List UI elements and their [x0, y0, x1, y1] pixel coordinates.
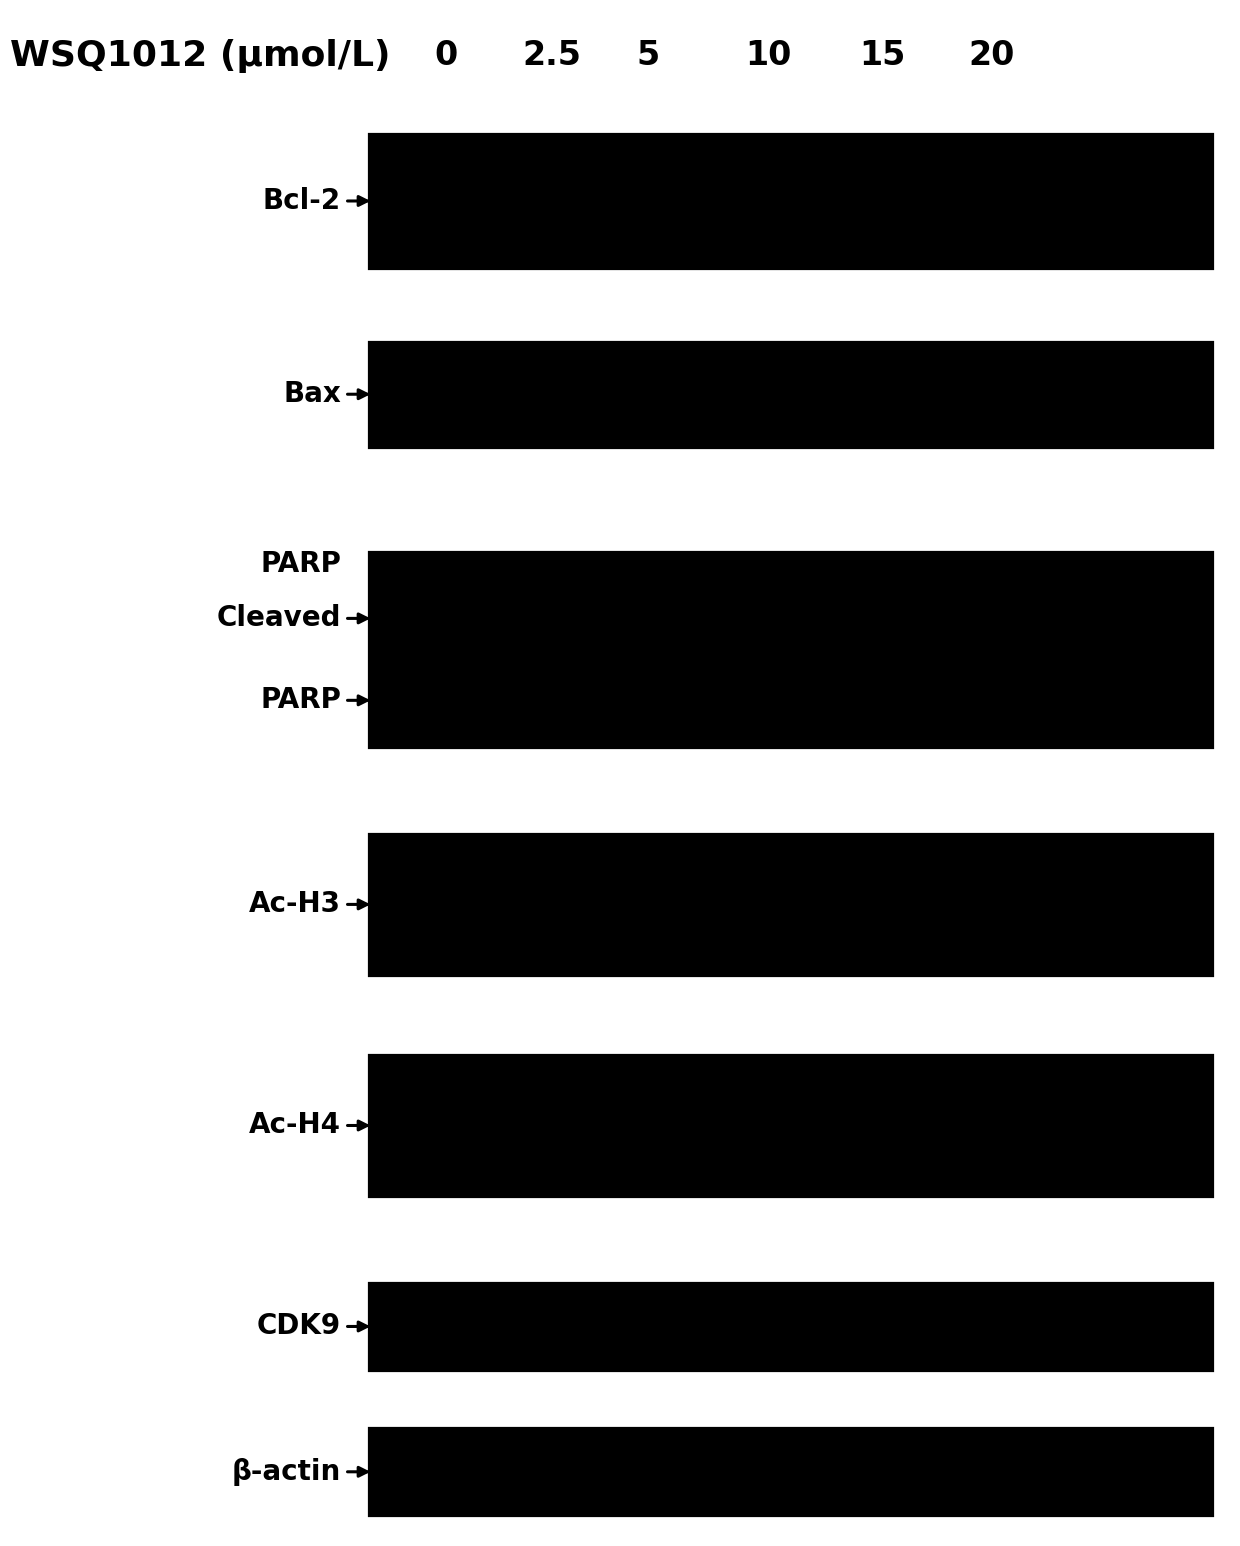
Text: 5: 5 — [637, 39, 660, 73]
Text: PARP: PARP — [260, 686, 341, 714]
Text: Cleaved: Cleaved — [217, 604, 341, 632]
Text: WSQ1012 (μmol/L): WSQ1012 (μmol/L) — [10, 39, 391, 73]
Text: 20: 20 — [968, 39, 1016, 73]
Text: 10: 10 — [745, 39, 792, 73]
Text: Bax: Bax — [283, 380, 341, 408]
Text: β-actin: β-actin — [232, 1458, 341, 1486]
Bar — [366, 339, 1215, 450]
Text: 0: 0 — [435, 39, 458, 73]
Text: PARP: PARP — [260, 550, 341, 578]
Text: Ac-H4: Ac-H4 — [249, 1112, 341, 1139]
Text: Ac-H3: Ac-H3 — [249, 890, 341, 918]
Bar — [366, 1280, 1215, 1373]
Text: 2.5: 2.5 — [522, 39, 582, 73]
Bar — [366, 549, 1215, 750]
Bar — [366, 131, 1215, 271]
Bar — [366, 1051, 1215, 1200]
Bar — [366, 1425, 1215, 1518]
Text: CDK9: CDK9 — [257, 1313, 341, 1340]
Bar — [366, 832, 1215, 979]
Text: 15: 15 — [859, 39, 906, 73]
Text: Bcl-2: Bcl-2 — [263, 187, 341, 215]
